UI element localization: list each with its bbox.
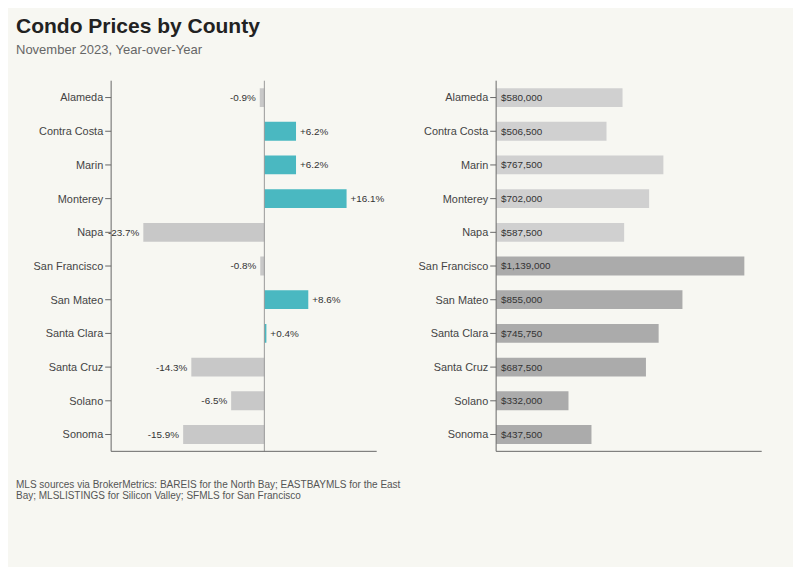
svg-text:Santa Cruz: Santa Cruz: [49, 361, 103, 373]
svg-text:Contra Costa: Contra Costa: [424, 125, 489, 137]
svg-text:Marin: Marin: [460, 159, 487, 171]
svg-text:$506,500: $506,500: [501, 126, 543, 137]
svg-text:Contra Costa: Contra Costa: [39, 125, 104, 137]
svg-text:+16.1%: +16.1%: [351, 193, 385, 204]
svg-text:Solano: Solano: [69, 395, 103, 407]
svg-text:Santa Clara: Santa Clara: [46, 327, 104, 339]
svg-text:$767,500: $767,500: [501, 159, 543, 170]
svg-text:+6.2%: +6.2%: [300, 126, 329, 137]
svg-text:-0.9%: -0.9%: [230, 92, 256, 103]
html-text:November 2023, Year-over-Year: November 2023, Year-over-Year: [16, 42, 202, 57]
svg-text:+0.4%: +0.4%: [270, 328, 299, 339]
svg-text:Santa Cruz: Santa Cruz: [433, 361, 487, 373]
svg-text:Marin: Marin: [76, 159, 103, 171]
svg-text:$332,000: $332,000: [501, 395, 543, 406]
svg-text:-23.7%: -23.7%: [108, 227, 140, 238]
svg-text:$855,000: $855,000: [501, 294, 543, 305]
svg-text:$745,750: $745,750: [501, 328, 543, 339]
svg-text:-14.3%: -14.3%: [156, 362, 188, 373]
svg-text:San Francisco: San Francisco: [418, 260, 488, 272]
svg-text:-15.9%: -15.9%: [148, 429, 180, 440]
svg-text:Alameda: Alameda: [445, 91, 489, 103]
svg-text:$437,500: $437,500: [501, 429, 543, 440]
svg-text:$580,000: $580,000: [501, 92, 543, 103]
svg-text:Sonoma: Sonoma: [447, 428, 489, 440]
svg-text:$1,139,000: $1,139,000: [501, 261, 551, 272]
svg-text:$702,000: $702,000: [501, 193, 543, 204]
svg-text:Sonoma: Sonoma: [63, 428, 105, 440]
html-text:Condo Prices by County: Condo Prices by County: [16, 14, 260, 37]
svg-text:-6.5%: -6.5%: [201, 395, 227, 406]
svg-text:San Francisco: San Francisco: [34, 260, 104, 272]
svg-text:San Mateo: San Mateo: [435, 294, 488, 306]
svg-text:$687,500: $687,500: [501, 362, 543, 373]
svg-text:Napa: Napa: [77, 226, 104, 238]
svg-text:Alameda: Alameda: [60, 91, 104, 103]
html-text:MLS sources via BrokerMetrics:: MLS sources via BrokerMetrics: BAREIS fo…: [16, 479, 401, 501]
svg-text:-0.8%: -0.8%: [230, 261, 256, 272]
svg-text:San Mateo: San Mateo: [51, 294, 104, 306]
svg-text:+8.6%: +8.6%: [312, 294, 341, 305]
svg-text:+6.2%: +6.2%: [300, 159, 329, 170]
svg-text:Napa: Napa: [462, 226, 489, 238]
svg-text:Monterey: Monterey: [58, 193, 104, 205]
svg-text:Monterey: Monterey: [442, 193, 488, 205]
svg-text:Santa Clara: Santa Clara: [430, 327, 488, 339]
svg-text:$587,500: $587,500: [501, 227, 543, 238]
svg-text:Solano: Solano: [454, 395, 488, 407]
